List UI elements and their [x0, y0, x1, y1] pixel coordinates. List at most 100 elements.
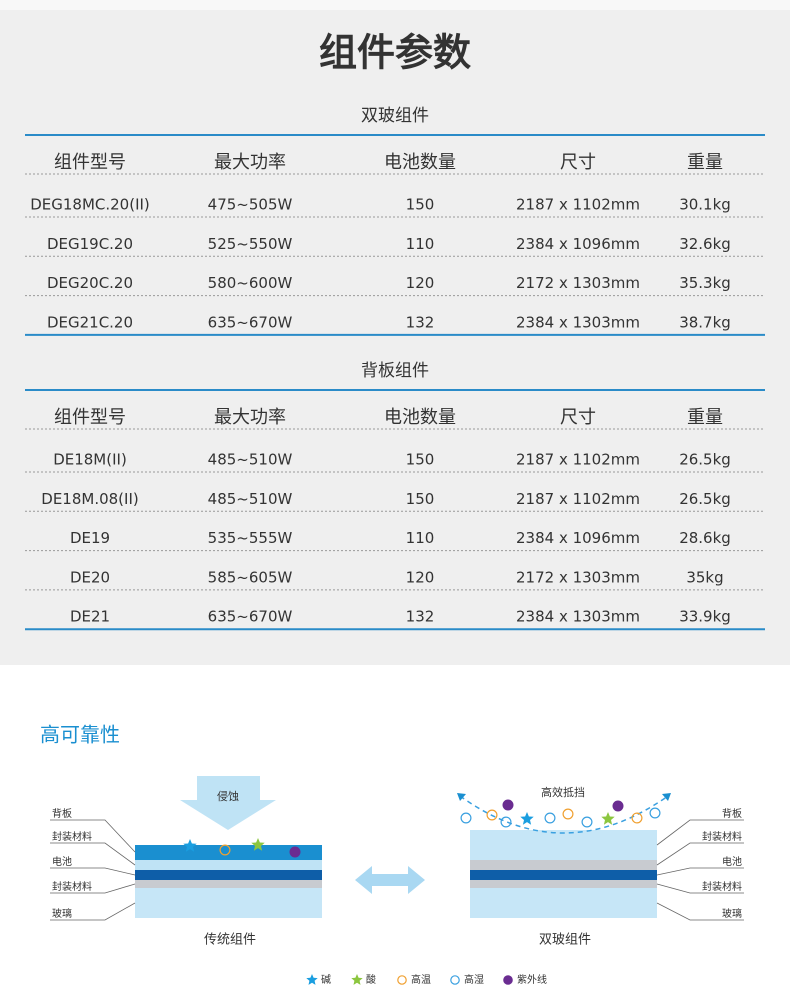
layer — [470, 888, 657, 918]
leader — [656, 819, 744, 846]
leader — [656, 867, 744, 876]
column-header: 组件型号 — [54, 152, 126, 173]
cell: 132 — [406, 608, 435, 626]
leader — [656, 842, 744, 866]
column-header: 组件型号 — [54, 407, 126, 428]
cell: 33.9kg — [679, 608, 731, 626]
layer — [470, 830, 657, 860]
cell: DE21 — [70, 608, 110, 626]
caption: 双玻组件 — [539, 933, 591, 948]
layer — [135, 860, 322, 870]
cell: 35.3kg — [679, 274, 731, 292]
cell: 26.5kg — [679, 490, 731, 508]
column-header: 重量 — [687, 407, 723, 428]
layer-label: 背板 — [52, 807, 72, 820]
circle-icon — [503, 975, 513, 985]
column-header: 最大功率 — [214, 407, 286, 428]
caption: 传统组件 — [204, 933, 256, 948]
compare-arrow — [355, 866, 425, 894]
circle-icon — [612, 800, 624, 812]
column-header: 尺寸 — [560, 152, 596, 173]
layer-label: 封装材料 — [52, 830, 92, 843]
cell: 2172 x 1303mm — [516, 568, 640, 586]
cell: 28.6kg — [679, 529, 731, 547]
star-icon — [520, 812, 534, 825]
cell: 35kg — [686, 568, 723, 586]
cell: 150 — [406, 196, 435, 214]
layer-label: 封装材料 — [702, 880, 742, 893]
cell: 2187 x 1102mm — [516, 490, 640, 508]
table-title: 双玻组件 — [361, 106, 429, 126]
cell: 475~505W — [208, 196, 293, 214]
cell: 535~555W — [208, 529, 293, 547]
layer — [135, 888, 322, 918]
cell: 2384 x 1096mm — [516, 529, 640, 547]
arc-head — [457, 793, 466, 801]
circle-icon — [219, 844, 231, 856]
cell: DEG19C.20 — [47, 235, 133, 253]
column-header: 尺寸 — [560, 407, 596, 428]
layer-label: 封装材料 — [52, 880, 92, 893]
cell: 635~670W — [208, 608, 293, 626]
erosion-label: 侵蚀 — [217, 789, 239, 803]
leader — [50, 867, 136, 876]
circle-icon — [289, 846, 301, 858]
cell: 635~670W — [208, 313, 293, 331]
cell: 38.7kg — [679, 313, 731, 331]
cell: 150 — [406, 451, 435, 469]
top-panel — [0, 0, 790, 665]
table-title: 背板组件 — [361, 361, 429, 381]
leader — [50, 902, 136, 921]
cell: 120 — [406, 568, 435, 586]
circle-icon — [631, 812, 643, 824]
top-strip — [0, 0, 790, 10]
cell: 2384 x 1303mm — [516, 313, 640, 331]
cell: 2384 x 1303mm — [516, 608, 640, 626]
leader — [50, 819, 136, 853]
cell: 2187 x 1102mm — [516, 196, 640, 214]
shield-label: 高效抵挡 — [541, 785, 585, 799]
cell: 132 — [406, 313, 435, 331]
page-title: 组件参数 — [319, 31, 471, 75]
star-icon — [183, 839, 197, 852]
layer-label: 玻璃 — [52, 907, 72, 920]
circle-icon — [486, 809, 498, 821]
layer — [470, 880, 657, 888]
cell: DEG18MC.20(II) — [30, 196, 150, 214]
circle-icon — [544, 812, 556, 824]
layer-label: 玻璃 — [722, 907, 742, 920]
column-header: 电池数量 — [384, 152, 456, 173]
cell: 26.5kg — [679, 451, 731, 469]
circle-icon — [500, 816, 512, 828]
layer — [470, 860, 657, 870]
cell: 2384 x 1096mm — [516, 235, 640, 253]
circle-icon — [397, 975, 407, 985]
section-title: 高可靠性 — [40, 723, 120, 747]
circle-icon — [562, 808, 574, 820]
cell: 110 — [406, 529, 435, 547]
star-icon — [351, 974, 363, 985]
circle-icon — [460, 812, 472, 824]
star-icon — [601, 812, 615, 825]
cell: DE19 — [70, 529, 110, 547]
cell: 525~550W — [208, 235, 293, 253]
layer-label: 背板 — [722, 807, 742, 820]
layer — [135, 845, 322, 860]
cell: 485~510W — [208, 451, 293, 469]
cell: 32.6kg — [679, 235, 731, 253]
legend-label: 高温 — [411, 973, 431, 986]
cell: DEG21C.20 — [47, 313, 133, 331]
star-icon — [251, 838, 265, 851]
erosion-arrow — [180, 776, 276, 830]
column-header: 重量 — [687, 152, 723, 173]
star-icon — [306, 974, 318, 985]
circle-icon — [450, 975, 460, 985]
cell: 110 — [406, 235, 435, 253]
circle-icon — [649, 807, 661, 819]
legend-label: 碱 — [321, 974, 331, 986]
cell: DE18M(II) — [53, 451, 127, 469]
arc-head — [662, 793, 671, 801]
legend-label: 高湿 — [464, 973, 484, 986]
cell: DE18M.08(II) — [41, 490, 138, 508]
